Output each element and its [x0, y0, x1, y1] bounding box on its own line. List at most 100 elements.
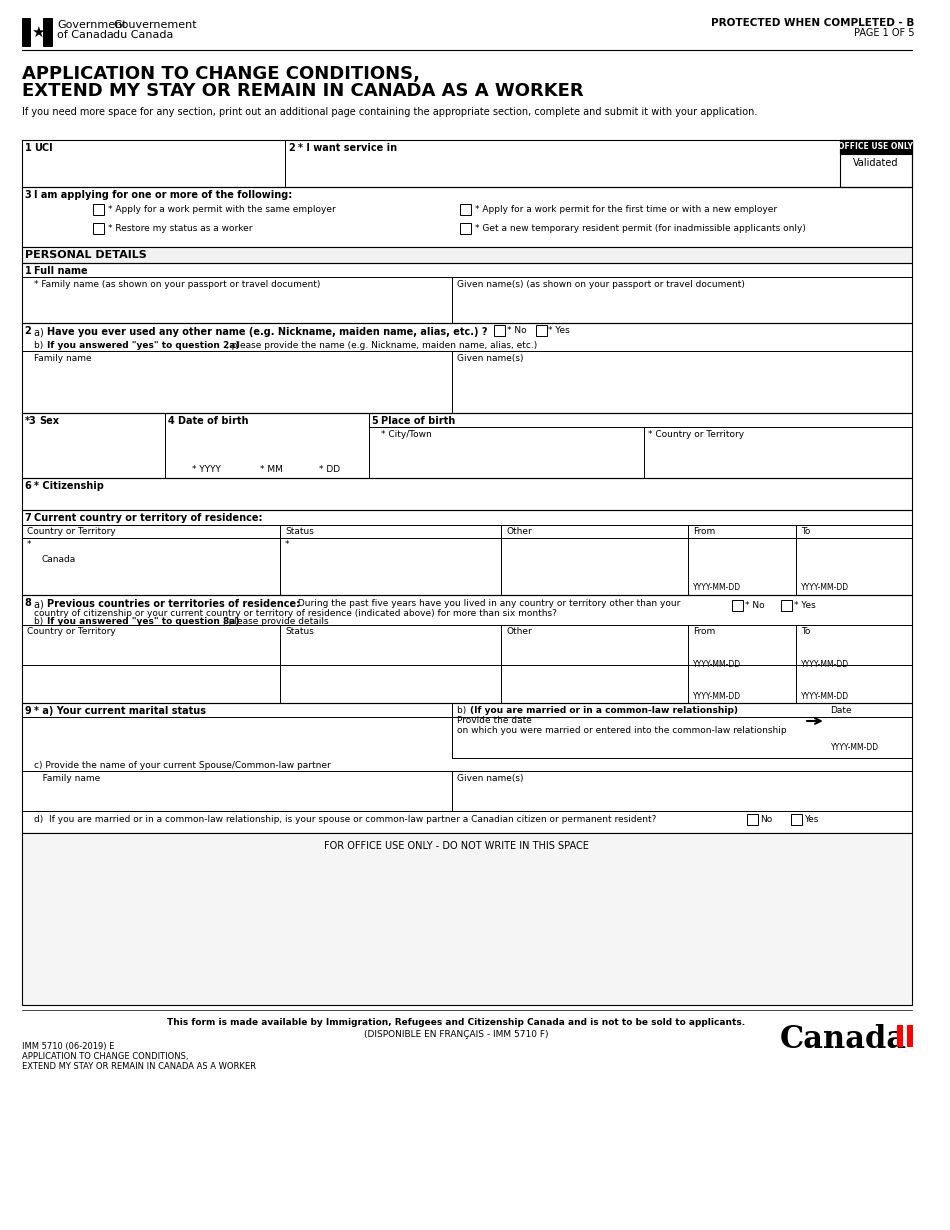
Text: Other: Other — [506, 526, 532, 536]
Text: 8: 8 — [25, 598, 31, 608]
Text: YYYY-MM-DD: YYYY-MM-DD — [801, 583, 849, 592]
Bar — [93, 223, 104, 234]
Bar — [22, 833, 912, 1005]
Text: IMM 5710 (06-2019) E: IMM 5710 (06-2019) E — [22, 1042, 114, 1050]
Text: b): b) — [34, 617, 47, 626]
Bar — [791, 814, 802, 825]
Text: Gouvernement: Gouvernement — [113, 20, 197, 30]
Bar — [841, 140, 912, 154]
Text: 2: 2 — [25, 326, 31, 336]
Text: Country or Territory: Country or Territory — [27, 526, 115, 536]
Text: * Apply for a work permit with the same employer: * Apply for a work permit with the same … — [108, 205, 336, 214]
Text: Given name(s): Given name(s) — [457, 354, 523, 363]
Text: * No: * No — [507, 326, 527, 335]
Text: * Apply for a work permit for the first time or with a new employer: * Apply for a work permit for the first … — [475, 205, 777, 214]
Text: If you answered "yes" to question 8a): If you answered "yes" to question 8a) — [48, 617, 239, 626]
Text: (If you are married or in a common-law relationship): (If you are married or in a common-law r… — [470, 706, 738, 715]
Text: *: * — [27, 540, 31, 549]
Text: APPLICATION TO CHANGE CONDITIONS,: APPLICATION TO CHANGE CONDITIONS, — [22, 65, 420, 82]
Text: During the past five years have you lived in any country or territory other than: During the past five years have you live… — [294, 599, 680, 608]
Text: I am applying for one or more of the following:: I am applying for one or more of the fol… — [34, 189, 293, 200]
Text: * YYYY: * YYYY — [192, 465, 220, 474]
Text: Status: Status — [285, 526, 314, 536]
Text: 1: 1 — [25, 266, 31, 276]
Bar — [22, 413, 912, 478]
Text: , please provide the name (e.g. Nickname, maiden name, alias, etc.): , please provide the name (e.g. Nickname… — [226, 341, 538, 351]
Bar — [22, 140, 912, 187]
Text: EXTEND MY STAY OR REMAIN IN CANADA AS A WORKER: EXTEND MY STAY OR REMAIN IN CANADA AS A … — [22, 1061, 256, 1071]
Bar — [22, 323, 912, 413]
Text: Date: Date — [830, 706, 852, 715]
Text: *: * — [285, 540, 290, 549]
Text: (DISPONIBLE EN FRANÇAIS - IMM 5710 F): (DISPONIBLE EN FRANÇAIS - IMM 5710 F) — [364, 1030, 548, 1039]
Text: Yes: Yes — [804, 815, 819, 824]
Text: b): b) — [457, 706, 469, 715]
Text: Canada: Canada — [780, 1025, 907, 1055]
Text: a): a) — [34, 327, 48, 337]
Bar — [460, 204, 471, 215]
Text: YYYY-MM-DD: YYYY-MM-DD — [801, 661, 849, 669]
Text: PERSONAL DETAILS: PERSONAL DETAILS — [25, 250, 146, 260]
Text: * Get a new temporary resident permit (for inadmissible applicants only): * Get a new temporary resident permit (f… — [475, 224, 806, 232]
Bar — [907, 1025, 913, 1047]
Text: PROTECTED WHEN COMPLETED - B: PROTECTED WHEN COMPLETED - B — [711, 18, 914, 28]
Bar — [22, 478, 912, 510]
Text: ★: ★ — [30, 25, 44, 39]
Text: EXTEND MY STAY OR REMAIN IN CANADA AS A WORKER: EXTEND MY STAY OR REMAIN IN CANADA AS A … — [22, 82, 583, 100]
Text: on which you were married or entered into the common-law relationship: on which you were married or entered int… — [457, 726, 787, 736]
Text: Given name(s): Given name(s) — [457, 774, 523, 784]
Text: d)  If you are married or in a common-law relationship, is your spouse or common: d) If you are married or in a common-law… — [34, 815, 656, 824]
Text: Full name: Full name — [34, 266, 88, 276]
Text: To: To — [801, 627, 810, 636]
Text: If you need more space for any section, print out an additional page containing : If you need more space for any section, … — [22, 107, 757, 117]
Text: a): a) — [34, 599, 48, 609]
Bar — [22, 595, 912, 704]
Text: To: To — [801, 526, 810, 536]
Bar — [747, 814, 758, 825]
Text: * Citizenship: * Citizenship — [34, 481, 104, 491]
Bar — [22, 18, 30, 46]
Text: YYYY-MM-DD: YYYY-MM-DD — [830, 743, 879, 752]
Text: * Yes: * Yes — [794, 601, 816, 610]
Text: Other: Other — [506, 627, 532, 636]
Bar — [841, 140, 912, 187]
Bar — [93, 204, 104, 215]
Bar — [460, 223, 471, 234]
Text: * Restore my status as a worker: * Restore my status as a worker — [108, 224, 253, 232]
Text: From: From — [693, 627, 715, 636]
Text: YYYY-MM-DD: YYYY-MM-DD — [693, 661, 741, 669]
Bar — [22, 247, 912, 263]
Text: PAGE 1 OF 5: PAGE 1 OF 5 — [854, 28, 914, 38]
Text: 2: 2 — [288, 143, 294, 153]
Text: 6: 6 — [25, 481, 31, 491]
Text: Date of birth: Date of birth — [178, 416, 248, 426]
Text: Sex: Sex — [39, 416, 59, 426]
Text: 7: 7 — [25, 513, 31, 523]
Text: 3: 3 — [25, 189, 31, 200]
Text: Current country or territory of residence:: Current country or territory of residenc… — [34, 513, 263, 523]
Text: Canada: Canada — [41, 555, 76, 565]
Text: Government: Government — [57, 20, 126, 30]
Text: 1: 1 — [25, 143, 31, 153]
Text: YYYY-MM-DD: YYYY-MM-DD — [801, 692, 849, 701]
Text: Validated: Validated — [853, 157, 899, 169]
Text: If you answered "yes" to question 2a): If you answered "yes" to question 2a) — [48, 341, 239, 351]
Text: Place of birth: Place of birth — [381, 416, 456, 426]
Text: This form is made available by Immigration, Refugees and Citizenship Canada and : This form is made available by Immigrati… — [167, 1018, 745, 1027]
Text: Country or Territory: Country or Territory — [27, 627, 115, 636]
Text: of Canada: of Canada — [57, 30, 114, 41]
Text: Status: Status — [285, 627, 314, 636]
Text: du Canada: du Canada — [113, 30, 174, 41]
Text: * a) Your current marital status: * a) Your current marital status — [34, 706, 206, 716]
Text: OFFICE USE ONLY: OFFICE USE ONLY — [838, 141, 913, 151]
Text: 5: 5 — [371, 416, 378, 426]
Text: Given name(s) (as shown on your passport or travel document): Given name(s) (as shown on your passport… — [457, 280, 745, 289]
Text: Family name: Family name — [34, 354, 92, 363]
Text: UCI: UCI — [34, 143, 53, 153]
Bar — [494, 325, 505, 336]
Text: * MM: * MM — [260, 465, 283, 474]
Text: 4: 4 — [168, 416, 175, 426]
Text: , please provide details: , please provide details — [223, 617, 329, 626]
Text: 9: 9 — [25, 706, 31, 716]
Text: Previous countries or territories of residence:: Previous countries or territories of res… — [48, 599, 300, 609]
